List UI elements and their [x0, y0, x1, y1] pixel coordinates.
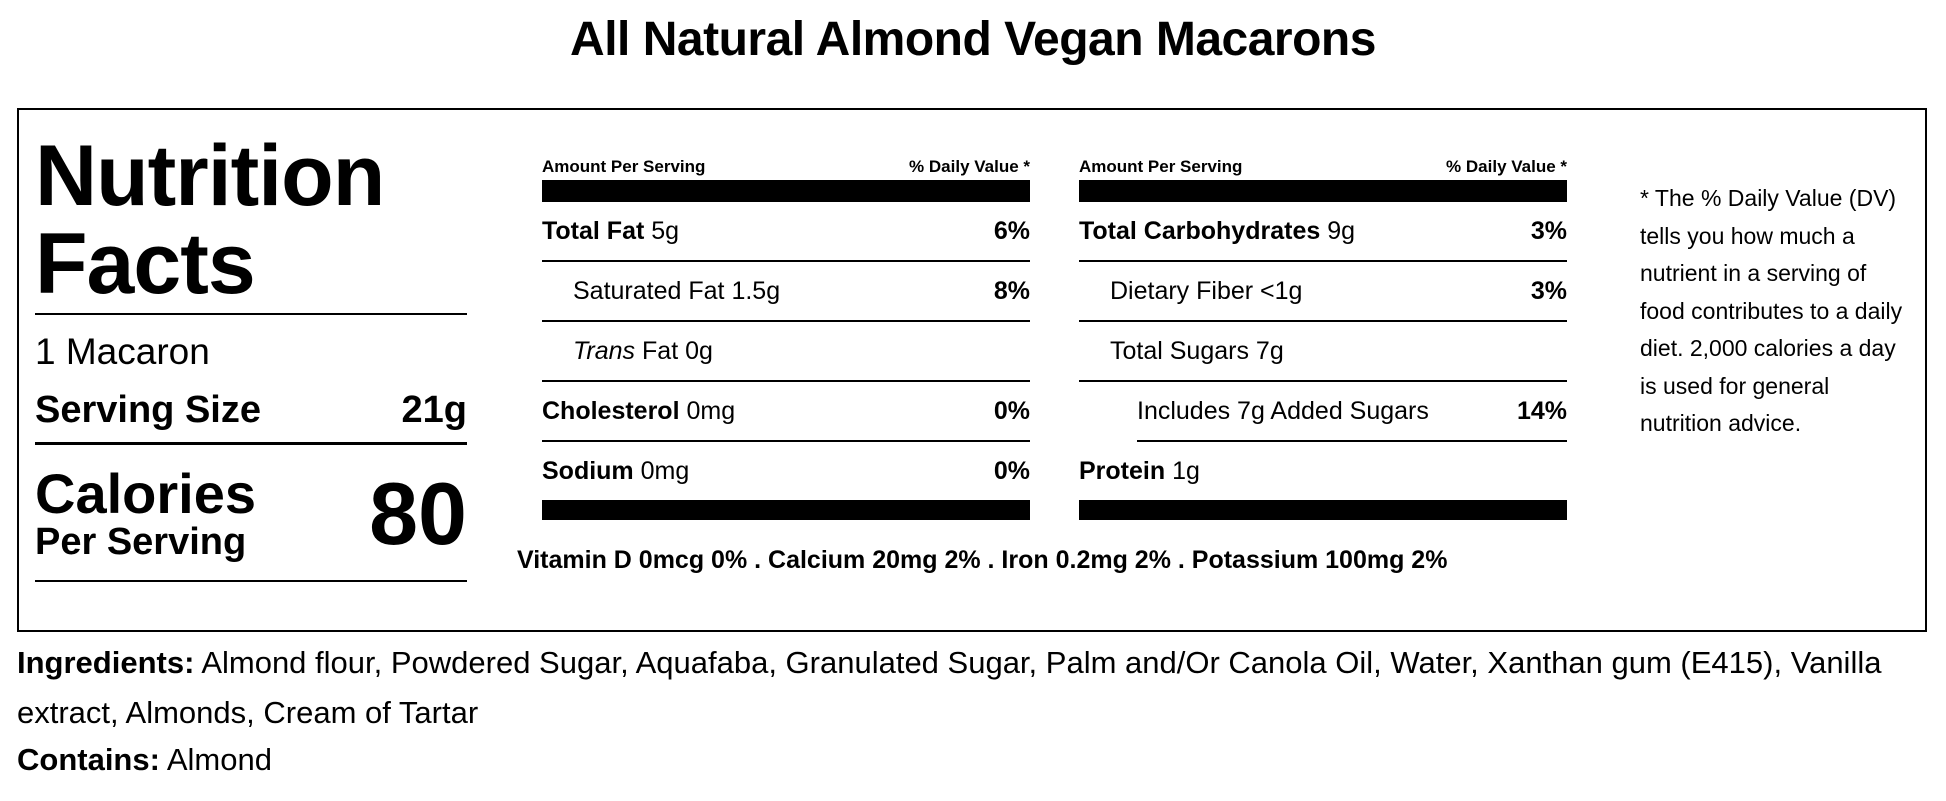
nutrient-label: Trans	[573, 336, 636, 365]
nutrient-amount: 0g	[685, 336, 713, 365]
nutrient-name: Saturated Fat 1.5g	[542, 277, 780, 306]
nutrient-dv: 8%	[993, 276, 1030, 305]
nutrient-amount: 5g	[651, 216, 680, 245]
daily-value-header: % Daily Value *	[909, 157, 1030, 176]
thick-divider	[542, 180, 1030, 202]
nutrient-name: Total Fat 5g	[542, 217, 679, 246]
nutrient-row-total-sugars: Total Sugars 7g	[1079, 322, 1567, 382]
thick-divider	[542, 500, 1030, 520]
nutrient-column-left: Amount Per Serving % Daily Value * Total…	[542, 154, 1030, 520]
product-title: All Natural Almond Vegan Macarons	[570, 13, 1376, 66]
nutrient-amount: <1g	[1260, 276, 1303, 305]
nutrient-label: Dietary Fiber	[1110, 276, 1254, 305]
column-header: Amount Per Serving % Daily Value *	[542, 154, 1030, 180]
nutrient-name: Protein 1g	[1079, 457, 1200, 486]
calories-label: Calories	[35, 462, 256, 525]
contains-label: Contains:	[17, 742, 160, 777]
amount-per-serving-header: Amount Per Serving	[542, 157, 706, 176]
amount-per-serving-header: Amount Per Serving	[1079, 157, 1243, 176]
nutrient-row-protein: Protein 1g	[1079, 442, 1567, 500]
ingredients-label: Ingredients:	[17, 645, 195, 680]
nutrient-name: Dietary Fiber <1g	[1079, 277, 1302, 306]
vitamins-minerals-line: Vitamin D 0mcg 0% . Calcium 20mg 2% . Ir…	[517, 546, 1448, 574]
serving-size-value: 21g	[401, 389, 467, 431]
nutrient-label: Protein	[1079, 456, 1166, 485]
nutrient-dv: 0%	[993, 456, 1030, 485]
nutrition-facts-heading-line1: Nutrition	[35, 128, 385, 224]
ingredients-text: Almond flour, Powdered Sugar, Aquafaba, …	[17, 645, 1882, 730]
thick-divider	[1079, 180, 1567, 202]
daily-value-footnote: * The % Daily Value (DV) tells you how m…	[1640, 185, 1903, 436]
nutrient-dv: 3%	[1530, 276, 1567, 305]
nutrient-label-suffix: Fat	[642, 336, 679, 365]
nutrient-label: Total Sugars	[1110, 336, 1249, 365]
divider	[35, 442, 467, 445]
divider	[35, 580, 467, 582]
nutrient-name: Sodium 0mg	[542, 457, 689, 486]
ingredients-statement: Ingredients: Almond flour, Powdered Suga…	[17, 638, 1927, 738]
nutrient-amount: 9g	[1327, 216, 1356, 245]
nutrient-dv: 6%	[993, 216, 1030, 245]
nutrient-label: Total Carbohydrates	[1079, 216, 1321, 245]
allergen-statement: Contains: Almond	[17, 738, 272, 782]
nutrient-amount: 7g	[1255, 336, 1284, 365]
nutrient-label: Saturated Fat	[573, 276, 725, 305]
nutrient-dv: 3%	[1530, 216, 1567, 245]
contains-text: Almond	[166, 742, 272, 777]
nutrient-row-saturated-fat: Saturated Fat 1.5g 8%	[542, 262, 1030, 322]
calories-value: 80	[369, 464, 467, 563]
daily-value-header: % Daily Value *	[1446, 157, 1567, 176]
nutrition-facts-heading: Nutrition Facts	[35, 132, 475, 308]
serving-size-label: Serving Size	[35, 389, 261, 431]
nutrient-amount: 0mg	[640, 456, 690, 485]
nutrient-label: Includes 7g Added Sugars	[1137, 396, 1429, 425]
nutrient-row-dietary-fiber: Dietary Fiber <1g 3%	[1079, 262, 1567, 322]
nutrient-label: Total Fat	[542, 216, 645, 245]
nutrient-amount: 0mg	[686, 396, 736, 425]
nutrient-dv: 14%	[1516, 396, 1567, 425]
nutrient-dv: 0%	[993, 396, 1030, 425]
nutrient-row-cholesterol: Cholesterol 0mg 0%	[542, 382, 1030, 442]
column-header: Amount Per Serving % Daily Value *	[1079, 154, 1567, 180]
nutrition-label-box	[17, 108, 1927, 632]
per-serving-label: Per Serving	[35, 521, 247, 563]
servings-text: 1 Macaron	[35, 331, 210, 372]
nutrient-name: Includes 7g Added Sugars	[1137, 397, 1429, 426]
nutrient-amount: 1g	[1172, 456, 1200, 485]
nutrient-name: Cholesterol 0mg	[542, 397, 735, 426]
divider	[35, 313, 467, 315]
nutrient-label: Cholesterol	[542, 396, 680, 425]
nutrient-row-sodium: Sodium 0mg 0%	[542, 442, 1030, 500]
nutrient-name: Trans Fat 0g	[542, 337, 713, 366]
nutrient-name: Total Carbohydrates 9g	[1079, 217, 1355, 246]
nutrient-name: Total Sugars 7g	[1079, 337, 1284, 366]
nutrient-column-right: Amount Per Serving % Daily Value * Total…	[1079, 154, 1567, 520]
nutrient-row-trans-fat: Trans Fat 0g	[542, 322, 1030, 382]
nutrient-row-total-carbohydrates: Total Carbohydrates 9g 3%	[1079, 202, 1567, 262]
nutrient-row-total-fat: Total Fat 5g 6%	[542, 202, 1030, 262]
nutrient-row-added-sugars: Includes 7g Added Sugars 14%	[1137, 382, 1567, 442]
thick-divider	[1079, 500, 1567, 520]
nutrient-amount: 1.5g	[731, 276, 781, 305]
nutrition-facts-heading-line2: Facts	[35, 216, 256, 312]
nutrient-label: Sodium	[542, 456, 634, 485]
